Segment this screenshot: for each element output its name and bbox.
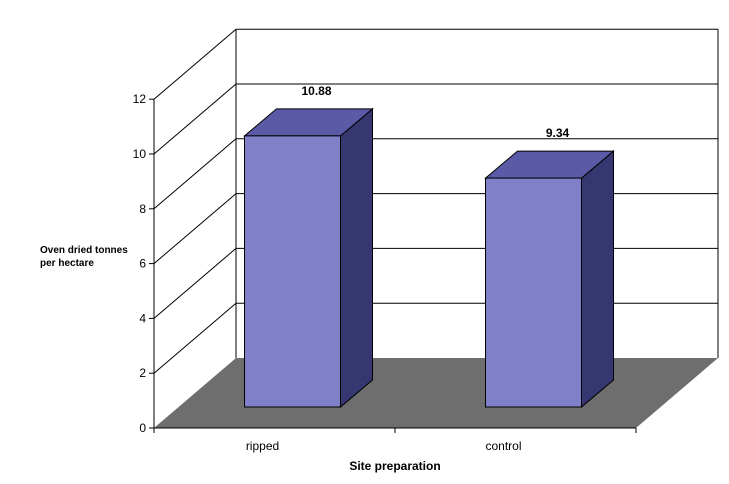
y-tick-label: 4 <box>139 311 146 325</box>
y-tick-label: 8 <box>139 202 146 216</box>
side-gridline <box>153 248 237 319</box>
bar-front <box>485 177 582 408</box>
bar-side <box>581 150 614 409</box>
y-tick-label: 12 <box>133 92 147 106</box>
data-label: 9.34 <box>546 126 570 140</box>
bar-side <box>340 107 373 409</box>
y-tick-label: 2 <box>139 366 146 380</box>
side-gridline <box>153 83 237 155</box>
side-gridline <box>153 138 237 210</box>
y-tick-label: 10 <box>133 147 147 161</box>
bar-ripped <box>243 107 374 409</box>
side-gridline <box>153 193 237 264</box>
side-gridline <box>153 28 237 100</box>
data-label: 10.88 <box>301 84 331 98</box>
side-gridline <box>153 302 237 374</box>
y-tick-label: 0 <box>139 421 146 435</box>
bar-front <box>244 135 341 408</box>
axes-group: 0 2 4 6 8 10 12 ripped control <box>133 92 637 453</box>
chart-floor <box>154 358 718 428</box>
bars-group: 10.88 9.34 <box>243 84 615 409</box>
y-tick-label: 6 <box>139 257 146 271</box>
y-axis-title-line1: Oven dried tonnes <box>40 245 128 256</box>
x-tick-label: control <box>485 439 521 453</box>
chart-walls <box>153 28 719 374</box>
bar-control <box>484 150 615 409</box>
x-tick-label: ripped <box>246 439 279 453</box>
x-axis-title: Site preparation <box>349 459 440 473</box>
y-axis-title-line2: per hectare <box>40 258 94 269</box>
